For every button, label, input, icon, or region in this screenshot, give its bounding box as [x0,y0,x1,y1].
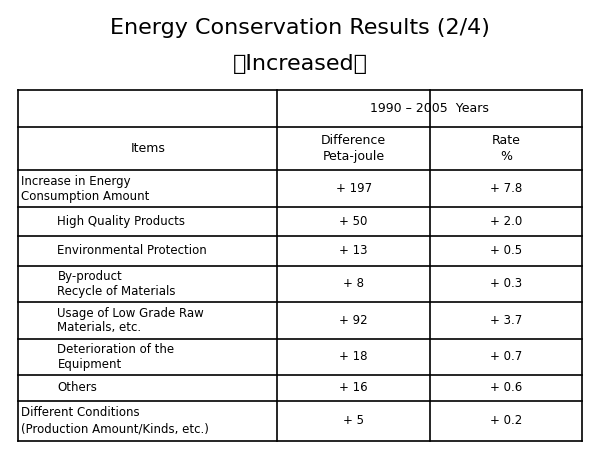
Text: Recycle of Materials: Recycle of Materials [58,284,176,297]
Text: Environmental Protection: Environmental Protection [58,244,207,257]
Text: Peta-joule: Peta-joule [323,150,385,163]
Text: + 13: + 13 [340,244,368,257]
Text: Deterioration of the: Deterioration of the [58,343,175,356]
Text: Increase in Energy: Increase in Energy [21,175,131,188]
Text: Different Conditions: Different Conditions [21,406,140,419]
Text: + 0.2: + 0.2 [490,414,522,428]
Text: + 8: + 8 [343,277,364,290]
Text: + 197: + 197 [335,182,371,195]
Text: + 0.7: + 0.7 [490,351,522,364]
Text: + 7.8: + 7.8 [490,182,522,195]
Text: Consumption Amount: Consumption Amount [21,189,149,202]
Text: High Quality Products: High Quality Products [58,215,185,228]
Text: + 3.7: + 3.7 [490,314,522,327]
Text: Equipment: Equipment [58,358,122,371]
Text: + 16: + 16 [339,382,368,395]
Text: By-product: By-product [58,270,122,283]
Text: + 2.0: + 2.0 [490,215,522,228]
Text: Rate: Rate [491,134,520,147]
Text: + 50: + 50 [340,215,368,228]
Text: %: % [500,150,512,163]
Text: 1990 – 2005  Years: 1990 – 2005 Years [370,102,489,115]
Text: Items: Items [130,142,165,155]
Text: + 18: + 18 [340,351,368,364]
Text: + 0.5: + 0.5 [490,244,522,257]
Text: Materials, etc.: Materials, etc. [58,321,142,334]
Text: + 0.6: + 0.6 [490,382,522,395]
Text: + 0.3: + 0.3 [490,277,522,290]
Text: Others: Others [58,382,97,395]
Text: Usage of Low Grade Raw: Usage of Low Grade Raw [58,306,204,320]
Text: + 92: + 92 [339,314,368,327]
Text: （Increased）: （Increased） [233,54,367,74]
Text: Energy Conservation Results (2/4): Energy Conservation Results (2/4) [110,18,490,38]
Text: (Production Amount/Kinds, etc.): (Production Amount/Kinds, etc.) [21,423,209,436]
Text: + 5: + 5 [343,414,364,428]
Text: Difference: Difference [321,134,386,147]
